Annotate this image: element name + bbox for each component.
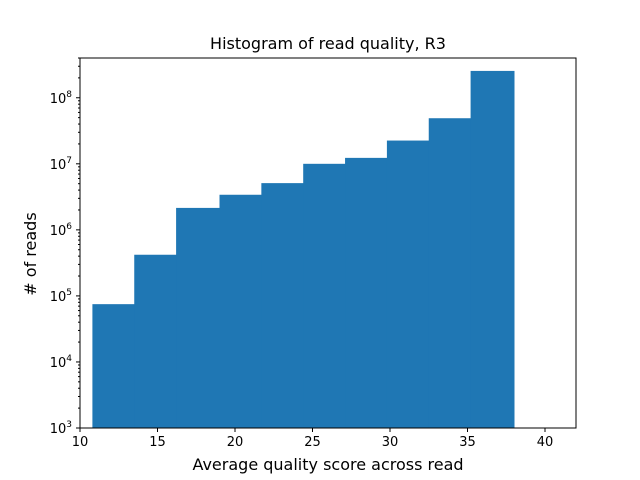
y-tick-label: 108 (50, 90, 73, 107)
x-axis-title: Average quality score across read (192, 455, 463, 474)
y-axis-ticks: 103 104 105 106 107 108 (50, 57, 80, 437)
x-tick-label: 30 (382, 435, 399, 450)
y-tick-label: 106 (50, 222, 73, 239)
histogram-bar-4 (219, 194, 262, 428)
histogram-bar-7 (345, 157, 388, 429)
histogram-bar-2 (134, 254, 177, 428)
x-tick-label: 35 (459, 435, 476, 450)
histogram-bar-6 (303, 163, 346, 428)
chart-title: Histogram of read quality, R3 (210, 34, 446, 53)
y-tick-label: 103 (50, 420, 72, 437)
x-tick-label: 15 (149, 435, 166, 450)
histogram-bar-5 (261, 183, 304, 428)
y-tick-label: 104 (50, 354, 73, 371)
y-axis-title: # of reads (21, 212, 40, 295)
x-tick-label: 10 (72, 435, 89, 450)
histogram-bars (92, 70, 515, 429)
plot-frame (79, 57, 577, 429)
y-tick-label: 105 (50, 288, 72, 305)
x-axis-ticks: 10 15 20 25 30 35 40 (72, 428, 554, 450)
histogram-bar-10 (470, 70, 515, 429)
x-tick-label: 20 (227, 435, 244, 450)
histogram-bar-8 (386, 140, 430, 428)
histogram-bar-3 (176, 207, 220, 428)
x-tick-label: 25 (304, 435, 321, 450)
x-tick-label: 40 (537, 435, 554, 450)
y-tick-label: 107 (50, 156, 72, 173)
histogram-bar-1 (92, 304, 135, 428)
histogram-bar-9 (428, 118, 472, 428)
